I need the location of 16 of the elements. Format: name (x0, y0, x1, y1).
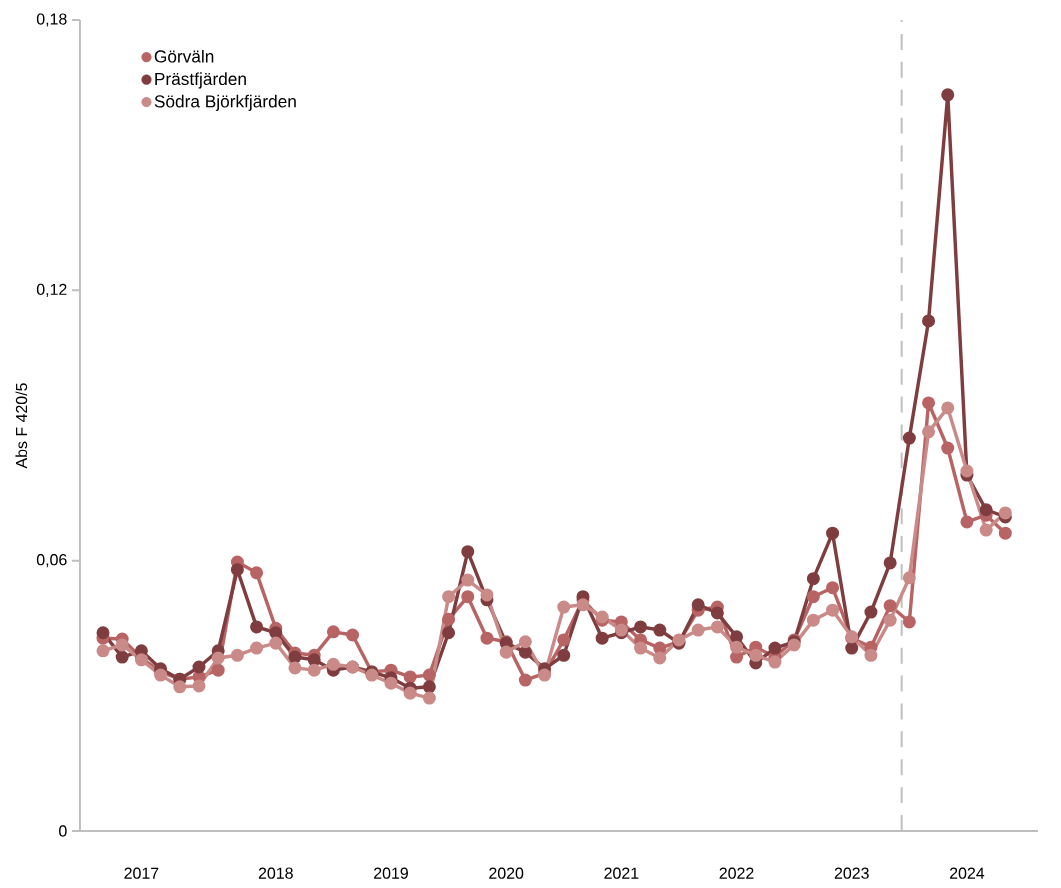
x-tick-label: 2017 (124, 867, 159, 879)
y-axis-title: Abs F 420/5 (15, 383, 28, 469)
x-tick-label: 2018 (258, 867, 293, 879)
x-tick-label: 2024 (950, 867, 985, 879)
x-tick-label: 2020 (489, 867, 524, 879)
legend-label: Södra Björkfjärden (154, 94, 296, 111)
x-tick-label: 2021 (604, 867, 639, 879)
x-tick-label: 2022 (719, 867, 754, 879)
y-tick-label: 0,12 (36, 283, 67, 297)
legend-label: Prästfjärden (155, 72, 246, 89)
y-tick-label: 0 (59, 825, 67, 837)
y-tick-label: 0,06 (36, 554, 67, 568)
legend-label: Görväln (154, 49, 214, 63)
x-tick-label: 2019 (374, 867, 408, 879)
y-tick-label: 0,18 (36, 13, 67, 27)
x-tick-label: 2023 (834, 867, 869, 879)
